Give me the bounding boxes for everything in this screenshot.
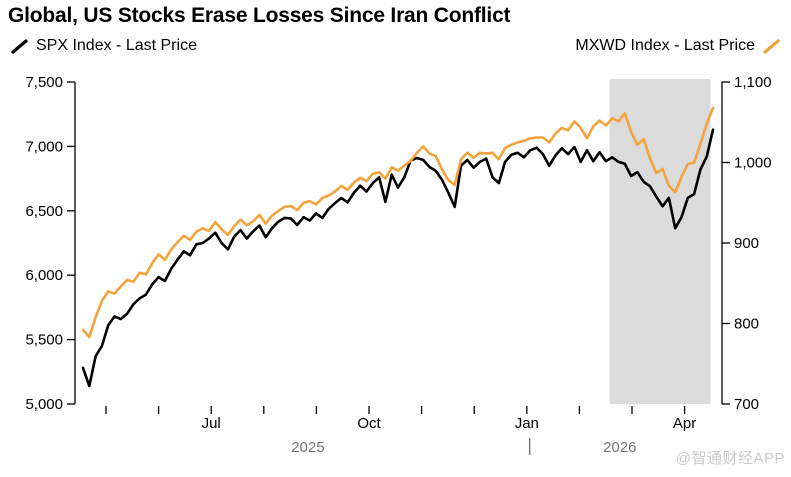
mxwd-line	[81, 106, 715, 339]
right-axis-label: 1,000	[734, 155, 772, 172]
legend-spx-label: SPX Index - Last Price	[36, 37, 197, 54]
watermark: @智通财经APP	[675, 450, 785, 467]
x-axis-label: Jan	[515, 415, 539, 432]
right-axis-label: 1,100	[734, 74, 772, 91]
x-axis-label: Oct	[357, 415, 381, 432]
spx-line-icon	[11, 38, 28, 54]
right-axis-label: 900	[734, 235, 759, 252]
shaded-band	[609, 79, 711, 404]
mxwd-line-icon	[763, 38, 780, 54]
x-axis-label: Jul	[202, 415, 221, 432]
left-axis-label: 5,500	[25, 332, 63, 349]
price-chart: 5,000 5,500 6,000 6,500 7,000 7,500 700 800 900 1…	[25, 74, 772, 456]
right-axis-label: 800	[734, 316, 759, 333]
chart-title: Global, US Stocks Erase Losses Since Ira…	[8, 4, 511, 27]
left-axis-label: 6,500	[25, 203, 63, 220]
year-label: 2025	[291, 439, 324, 456]
right-axis-label: 700	[734, 396, 759, 413]
legend-spx: SPX Index - Last Price	[10, 37, 197, 55]
x-axis-label: Apr	[673, 415, 696, 432]
left-axis-label: 6,000	[25, 267, 63, 284]
legend-mxwd-label: MXWD Index - Last Price	[575, 37, 755, 54]
legend-mxwd: MXWD Index - Last Price	[575, 37, 781, 55]
year-label: 2026	[603, 439, 636, 456]
spx-line	[81, 128, 715, 388]
left-axis-label: 7,500	[25, 74, 63, 91]
left-axis-label: 7,000	[25, 138, 63, 155]
left-axis-label: 5,000	[25, 396, 63, 413]
